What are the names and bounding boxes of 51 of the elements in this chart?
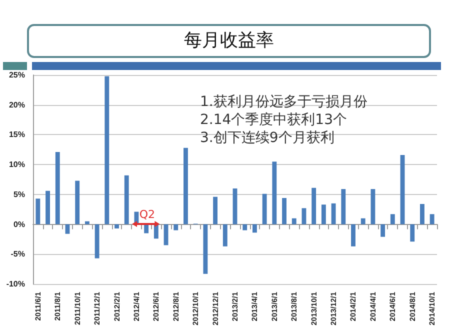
bar <box>341 189 346 224</box>
chart-title: 每月收益率 <box>27 24 431 58</box>
bar <box>114 224 119 228</box>
y-tick-label: 5% <box>13 190 25 199</box>
y-tick-label: -5% <box>10 250 25 259</box>
annotation: 1.获利月份远多于亏损月份 <box>200 93 368 111</box>
bar <box>430 214 434 224</box>
bar <box>360 218 366 224</box>
bar <box>232 188 238 224</box>
bar <box>36 198 40 224</box>
bar <box>312 188 316 224</box>
bar <box>184 148 188 224</box>
y-tick-label: 15% <box>8 130 25 140</box>
bar <box>380 224 386 237</box>
bar <box>144 224 149 234</box>
bar <box>203 224 208 274</box>
bar <box>222 224 228 246</box>
annotation: 2.14个季度中获利13个 <box>200 111 348 129</box>
y-tick-label: 25% <box>8 70 25 80</box>
bar <box>46 190 50 224</box>
bar <box>154 224 158 239</box>
bar <box>75 180 80 224</box>
annotation: Q2 <box>139 208 155 222</box>
bar <box>331 203 336 224</box>
bar <box>292 218 296 224</box>
bar <box>370 189 376 224</box>
bar <box>400 155 405 224</box>
y-tick-label: 10% <box>8 160 25 170</box>
bar <box>213 196 218 224</box>
bar <box>94 224 100 258</box>
y-tick-label: 20% <box>8 100 25 110</box>
bar <box>321 204 326 224</box>
bar <box>262 194 267 224</box>
bar <box>65 224 70 234</box>
bar <box>55 152 60 224</box>
bar <box>104 76 110 224</box>
bar <box>282 198 286 224</box>
bar <box>252 224 257 233</box>
annotation: 3.创下连续9个月获利 <box>200 129 336 147</box>
bar <box>351 224 356 246</box>
bar <box>302 208 306 224</box>
bar <box>420 204 424 224</box>
bar <box>390 214 395 224</box>
bar <box>124 175 129 224</box>
bar <box>174 224 178 230</box>
bar <box>410 224 415 242</box>
y-tick-label: 0% <box>13 220 25 229</box>
y-tick-label: -10% <box>6 280 25 288</box>
bar <box>242 224 248 230</box>
bar <box>84 221 90 224</box>
bar <box>272 162 277 224</box>
